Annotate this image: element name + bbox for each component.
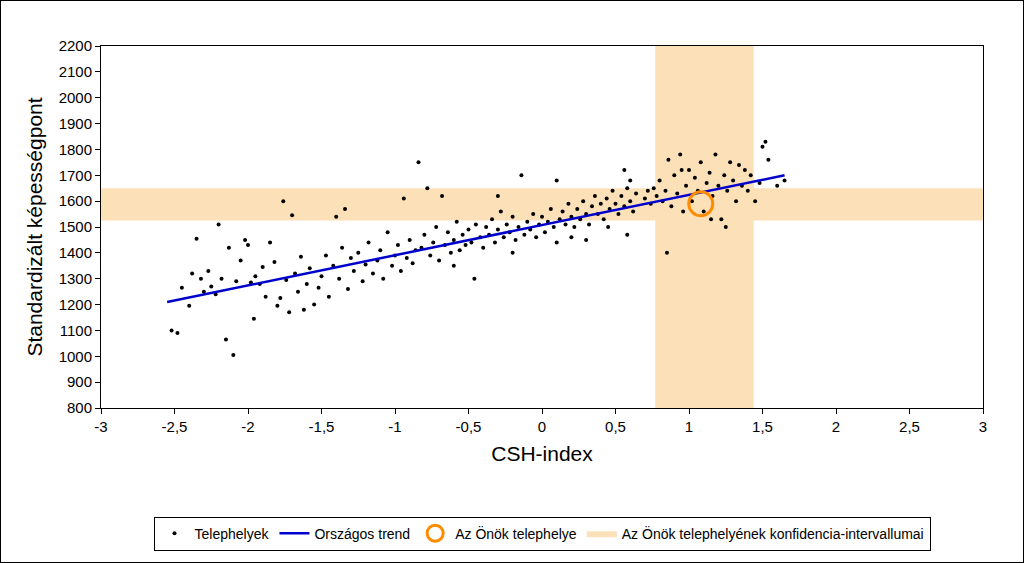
svg-text:2100: 2100 [59, 63, 92, 80]
svg-text:3: 3 [979, 418, 987, 435]
svg-text:800: 800 [67, 399, 92, 416]
svg-text:CSH-index: CSH-index [491, 442, 593, 465]
svg-text:1900: 1900 [59, 115, 92, 132]
svg-text:2200: 2200 [59, 37, 92, 54]
svg-text:Országos trend: Országos trend [314, 526, 410, 542]
svg-text:0,5: 0,5 [605, 418, 626, 435]
svg-text:1000: 1000 [59, 348, 92, 365]
svg-text:-0,5: -0,5 [456, 418, 482, 435]
svg-text:1100: 1100 [60, 322, 92, 339]
svg-text:-1,5: -1,5 [309, 418, 335, 435]
svg-text:-3: -3 [94, 418, 107, 435]
svg-text:1600: 1600 [59, 192, 92, 209]
svg-text:1200: 1200 [59, 296, 92, 313]
svg-text:Telephelyek: Telephelyek [195, 526, 270, 542]
svg-text:1: 1 [685, 418, 693, 435]
svg-text:900: 900 [67, 373, 92, 390]
svg-text:2: 2 [832, 418, 840, 435]
svg-text:1300: 1300 [59, 270, 92, 287]
svg-text:Az Önök telephelyének konfiden: Az Önök telephelyének konfidencia-interv… [622, 525, 924, 542]
svg-text:1400: 1400 [59, 244, 92, 261]
svg-text:-1: -1 [388, 418, 401, 435]
svg-text:2000: 2000 [59, 89, 92, 106]
svg-text:1700: 1700 [59, 167, 92, 184]
svg-text:-2: -2 [241, 418, 254, 435]
svg-text:0: 0 [538, 418, 546, 435]
svg-text:Standardizált képességpont: Standardizált képességpont [23, 97, 46, 356]
svg-text:1800: 1800 [59, 141, 92, 158]
svg-text:1,5: 1,5 [752, 418, 773, 435]
svg-text:1500: 1500 [59, 218, 92, 235]
svg-text:Az Önök telephelye: Az Önök telephelye [455, 525, 577, 542]
svg-text:2,5: 2,5 [899, 418, 920, 435]
svg-text:-2,5: -2,5 [162, 418, 188, 435]
